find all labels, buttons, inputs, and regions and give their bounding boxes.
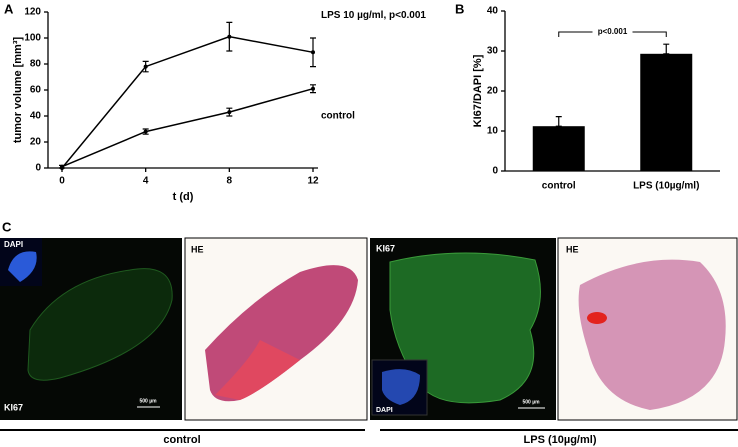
marker: [60, 164, 64, 169]
panel-c: C DAPI KI67 500 µm HE KI67 DAPI 500 µm H…: [0, 219, 738, 446]
y-tick-label: 30: [487, 46, 499, 57]
group-label: control: [163, 434, 200, 446]
x-tick-label: 4: [143, 176, 149, 187]
y-tick-label: 100: [24, 33, 41, 44]
image-label: HE: [191, 244, 204, 254]
marker: [227, 34, 232, 39]
y-axis-label: KI67/DAPI [%]: [472, 54, 484, 127]
image-label: KI67: [376, 243, 395, 253]
x-tick-label: 8: [227, 176, 233, 187]
x-tick-label: control: [542, 181, 576, 192]
y-tick-label: 40: [30, 111, 42, 122]
y-tick-label: 120: [24, 7, 41, 18]
y-tick-label: 20: [30, 137, 42, 148]
y-axis-label: tumor volume [mm³]: [12, 36, 24, 143]
series-line: [61, 87, 314, 168]
y-tick-label: 0: [35, 163, 41, 174]
tissue: [27, 268, 173, 381]
scale-label: 500 µm: [139, 398, 157, 404]
marker: [311, 86, 315, 91]
tissue: [578, 259, 726, 410]
significance-label: p<0.001: [598, 27, 628, 36]
series-label: LPS 10 µg/ml, p<0.001: [321, 10, 426, 21]
marker: [227, 110, 232, 115]
y-tick-label: 10: [487, 126, 499, 137]
dapi-tissue: [382, 369, 420, 405]
y-tick-label: 80: [30, 59, 42, 70]
panel-label: B: [455, 1, 464, 16]
image-label: HE: [566, 244, 579, 254]
marker: [143, 64, 148, 69]
bar: [532, 126, 585, 171]
x-tick-label: 12: [307, 176, 319, 187]
dapi-tissue: [8, 251, 37, 282]
marker: [143, 129, 148, 134]
blood: [587, 312, 607, 324]
series-label: control: [321, 110, 355, 121]
y-tick-label: 0: [492, 166, 498, 177]
y-tick-label: 20: [487, 86, 499, 97]
image-label: DAPI: [4, 240, 23, 249]
error-bar: [555, 116, 562, 127]
bar: [640, 53, 693, 171]
scale-label: 500 µm: [522, 399, 540, 405]
error-bar: [663, 43, 670, 55]
x-tick-label: 0: [59, 176, 65, 187]
y-tick-label: 60: [30, 85, 42, 96]
series-line: [61, 35, 314, 169]
image-label: DAPI: [376, 407, 393, 414]
image-label: KI67: [4, 402, 23, 412]
marker: [311, 50, 315, 55]
tissue-edge: [215, 340, 300, 400]
x-tick-label: LPS (10µg/ml): [633, 181, 699, 192]
x-axis-label: t (d): [173, 191, 194, 203]
significance-bracket: [558, 31, 667, 37]
panel-label: A: [4, 1, 14, 16]
panel-label: C: [2, 219, 12, 234]
group-label: LPS (10µg/ml): [524, 434, 597, 446]
y-tick-label: 40: [487, 6, 499, 17]
